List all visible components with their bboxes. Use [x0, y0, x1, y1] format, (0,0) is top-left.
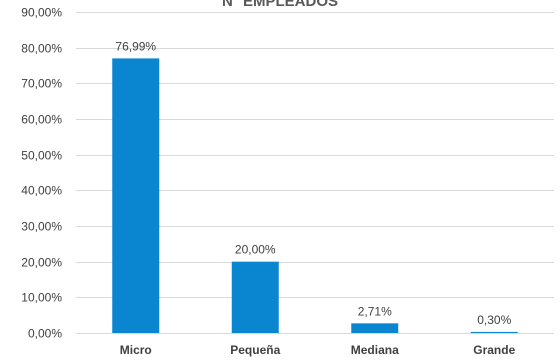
x-category-label: Mediana — [351, 343, 399, 357]
bar-peque-a — [231, 261, 279, 333]
y-tick-label: 50,00% — [21, 149, 62, 163]
y-tick-label: 30,00% — [21, 220, 62, 234]
data-label: 20,00% — [235, 243, 276, 257]
y-tick-label: 0,00% — [28, 327, 62, 341]
chart-title: N° EMPLEADOS — [222, 0, 338, 10]
data-label: 2,71% — [358, 304, 392, 318]
y-tick-label: 20,00% — [21, 256, 62, 270]
y-tick-label: 10,00% — [21, 291, 62, 305]
y-tick-label: 80,00% — [21, 42, 62, 56]
data-label: 76,99% — [115, 39, 156, 53]
bar-micro — [112, 58, 160, 333]
data-label: 0,30% — [477, 313, 511, 327]
bars-layer — [112, 58, 518, 333]
y-tick-label: 40,00% — [21, 184, 62, 198]
labels-layer: 0,00% 10,00% 20,00% 30,00% 40,00% 50,00% 60,00… — [21, 6, 515, 358]
x-category-label: Pequeña — [230, 343, 280, 357]
y-tick-label: 90,00% — [21, 6, 62, 20]
x-category-label: Grande — [473, 343, 515, 357]
bar-mediana — [351, 323, 399, 333]
y-tick-label: 70,00% — [21, 77, 62, 91]
bar-grande — [470, 331, 518, 333]
y-tick-label: 60,00% — [21, 113, 62, 127]
x-category-label: Micro — [120, 343, 152, 357]
